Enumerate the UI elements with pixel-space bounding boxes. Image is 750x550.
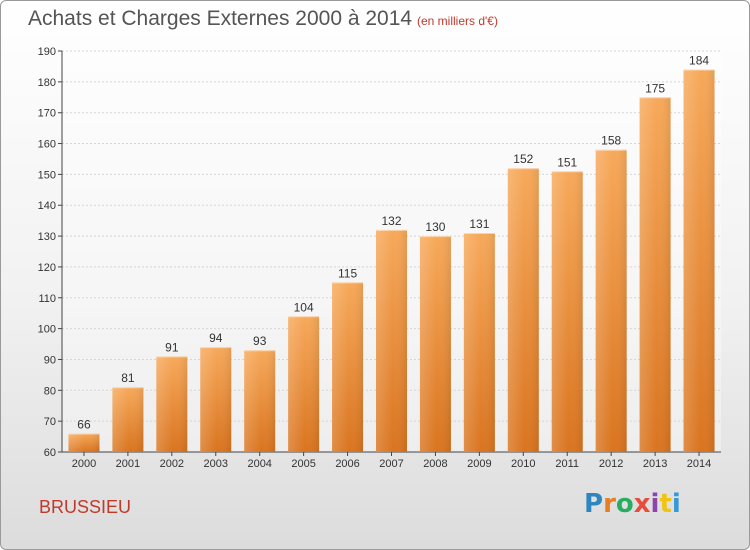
logo-letter: i: [650, 489, 660, 519]
x-tick-label: 2005: [291, 458, 315, 470]
x-tick-label: 2004: [247, 458, 271, 470]
data-label: 94: [209, 331, 223, 345]
logo-letter: t: [659, 489, 672, 519]
bar-shade: [288, 316, 320, 452]
x-tick-label: 2012: [599, 458, 623, 470]
bar-shade: [156, 356, 188, 452]
y-tick-label: 70: [44, 416, 56, 428]
bar-shade: [244, 350, 276, 452]
x-tick-label: 2010: [511, 458, 535, 470]
data-label: 66: [77, 417, 91, 431]
data-label: 152: [513, 152, 533, 166]
y-tick-label: 190: [38, 46, 56, 58]
x-tick-label: 2000: [72, 458, 96, 470]
logo-letter: o: [615, 489, 634, 519]
bar-shade: [595, 149, 627, 452]
y-tick-label: 80: [44, 385, 56, 397]
data-label: 158: [601, 134, 621, 148]
data-label: 131: [469, 217, 489, 231]
data-label: 130: [425, 220, 445, 234]
data-label: 104: [294, 300, 314, 314]
y-tick-label: 140: [38, 200, 56, 212]
logo-letter: x: [633, 489, 651, 519]
bar-shade: [551, 171, 583, 453]
data-label: 81: [121, 371, 135, 385]
x-tick-label: 2014: [687, 458, 711, 470]
y-tick-label: 170: [38, 108, 56, 120]
data-label: 91: [165, 340, 179, 354]
data-label: 93: [253, 334, 267, 348]
data-label: 132: [381, 214, 401, 228]
y-tick-label: 90: [44, 354, 56, 366]
y-tick-label: 130: [38, 231, 56, 243]
bar-shade: [507, 168, 539, 452]
data-label: 151: [557, 155, 577, 169]
bar-shade: [376, 229, 407, 452]
x-tick-label: 2009: [467, 458, 491, 470]
logo-letter: P: [584, 489, 604, 519]
chart-subtitle: (en milliers d'€): [417, 14, 498, 28]
chart-title: Achats et Charges Externes 2000 à 2014: [28, 7, 413, 30]
x-tick-label: 2013: [643, 458, 667, 470]
x-tick-label: 2006: [335, 458, 359, 470]
bar-shade: [332, 282, 364, 452]
y-tick-label: 60: [44, 447, 56, 459]
place-name: BRUSSIEU: [39, 497, 132, 517]
y-tick-label: 150: [38, 169, 56, 181]
data-label: 115: [338, 266, 357, 280]
proxiti-logo: Proxiti: [584, 489, 681, 519]
data-label: 184: [689, 54, 709, 68]
x-tick-label: 2002: [160, 458, 184, 470]
bar-shade: [200, 347, 232, 452]
bar-shade: [112, 387, 144, 452]
x-tick-label: 2001: [116, 458, 140, 470]
bar-shade: [639, 97, 671, 453]
y-tick-label: 160: [38, 139, 56, 151]
bar-shade: [68, 433, 100, 452]
x-tick-label: 2008: [423, 458, 447, 470]
y-tick-label: 120: [38, 262, 56, 274]
y-tick-label: 180: [38, 77, 56, 89]
y-tick-label: 100: [38, 324, 56, 336]
y-tick-label: 110: [38, 293, 56, 305]
x-tick-label: 2003: [204, 458, 228, 470]
x-tick-label: 2007: [379, 458, 403, 470]
bar-shade: [419, 236, 451, 452]
bar-shade: [463, 232, 495, 452]
logo-letter: i: [671, 489, 681, 519]
logo-letter: r: [603, 489, 616, 519]
data-label: 175: [645, 81, 665, 95]
bar-shade: [683, 69, 715, 452]
x-tick-label: 2011: [555, 458, 579, 470]
